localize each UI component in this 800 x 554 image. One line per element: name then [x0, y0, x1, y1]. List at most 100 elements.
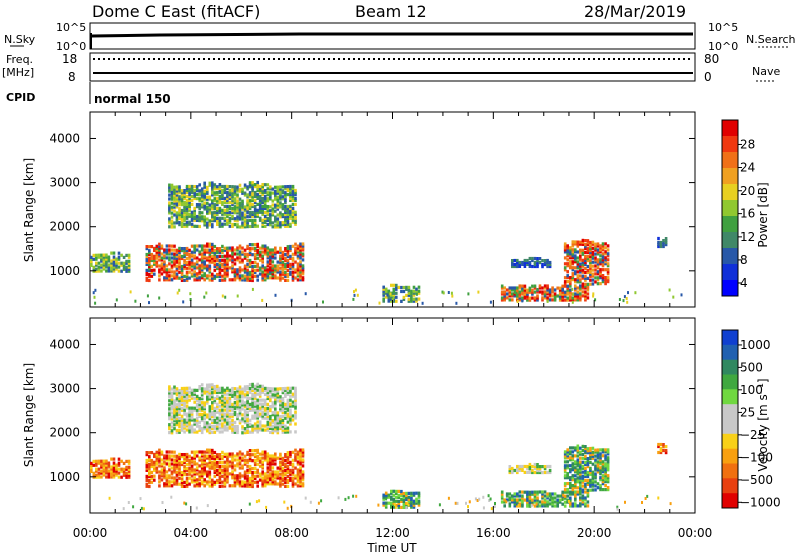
heatmap-cell — [296, 250, 300, 254]
heatmap-cell — [153, 462, 156, 466]
heatmap-cell — [168, 268, 171, 272]
heatmap-cell — [125, 259, 128, 263]
heatmap-cell — [586, 241, 590, 245]
heatmap-cell — [208, 474, 212, 478]
heatmap-cell — [125, 471, 128, 475]
heatmap-cell — [206, 504, 209, 508]
heatmap-cell — [198, 428, 201, 432]
heatmap-cell — [548, 292, 552, 296]
heatmap-cell — [548, 288, 552, 292]
heatmap-cell — [586, 480, 590, 485]
heatmap-cell — [248, 386, 252, 391]
heatmap-cell — [233, 484, 237, 488]
heatmap-cell — [405, 287, 408, 291]
heatmap-cell — [203, 266, 206, 270]
heatmap-cell — [195, 274, 199, 278]
heatmap-cell — [188, 468, 191, 472]
heatmap-cell — [216, 264, 219, 269]
heatmap-cell — [200, 464, 204, 468]
heatmap-cell — [299, 452, 302, 456]
heatmap-cell — [185, 216, 189, 220]
heatmap-cell — [193, 456, 196, 460]
heatmap-cell — [183, 260, 186, 265]
heatmap-cell — [173, 209, 176, 213]
heatmap-cell — [223, 196, 227, 200]
heatmap-cell — [173, 203, 176, 207]
heatmap-cell — [105, 257, 108, 261]
heatmap-cell — [211, 254, 214, 258]
nsky-panel: N.Sky 10^5 10^0 10^5 10^0 N.Search — [4, 21, 796, 53]
heatmap-cell — [173, 225, 176, 229]
heatmap-cell — [190, 186, 194, 191]
heatmap-cell — [601, 252, 605, 256]
heatmap-cell — [513, 498, 517, 502]
heatmap-cell — [90, 259, 93, 263]
heatmap-cell — [299, 460, 302, 464]
heatmap-cell — [122, 263, 126, 267]
heatmap-cell — [180, 191, 184, 195]
colorbar-cell — [722, 344, 738, 361]
heatmap-cell — [508, 298, 512, 302]
heatmap-cell — [160, 262, 164, 266]
heatmap-cell — [236, 256, 239, 260]
heatmap-cell — [213, 193, 217, 197]
heatmap-cell — [263, 220, 267, 224]
heatmap-cell — [175, 389, 179, 393]
heatmap-cell — [236, 454, 239, 458]
heatmap-cell — [258, 250, 262, 254]
heatmap-cell — [286, 272, 290, 277]
heatmap-cell — [92, 473, 96, 477]
heatmap-cell — [190, 264, 194, 268]
heatmap-cell — [231, 402, 234, 406]
heatmap-cell — [286, 255, 290, 259]
heatmap-cell — [528, 470, 532, 474]
heatmap-cell — [412, 285, 416, 289]
heatmap-cell — [238, 462, 242, 466]
heatmap-cell — [158, 278, 161, 282]
heatmap-cell — [569, 264, 572, 268]
heatmap-cell — [175, 466, 179, 470]
heatmap-cell — [271, 203, 275, 207]
heatmap-cell — [183, 468, 186, 473]
heatmap-cell — [533, 492, 537, 496]
heatmap-cell — [185, 194, 189, 199]
heatmap-cell — [183, 430, 186, 434]
heatmap-cell — [601, 462, 605, 466]
heatmap-cell — [385, 497, 388, 501]
heatmap-cell — [281, 223, 285, 227]
heatmap-cell — [616, 505, 619, 509]
heatmap-cell — [657, 240, 660, 245]
heatmap-cell — [236, 225, 239, 229]
heatmap-cell — [175, 454, 179, 458]
heatmap-cell — [516, 298, 519, 302]
heatmap-cell — [574, 250, 577, 254]
heatmap-cell — [233, 268, 237, 272]
heatmap-cell — [533, 260, 537, 265]
heatmap-cell — [145, 276, 149, 280]
heatmap-cell — [286, 212, 290, 216]
heatmap-cell — [213, 464, 217, 468]
heatmap-cell — [599, 466, 602, 470]
heatmap-cell — [178, 472, 181, 476]
heatmap-cell — [221, 396, 224, 400]
velocity-heatmap — [90, 382, 672, 511]
heatmap-cell — [269, 458, 272, 462]
heatmap-cell — [178, 252, 181, 256]
heatmap-cell — [243, 431, 247, 435]
heatmap-cell — [173, 254, 176, 258]
heatmap-cell — [500, 290, 504, 294]
heatmap-cell — [291, 206, 295, 210]
heatmap-cell — [208, 458, 212, 462]
heatmap-cell — [538, 284, 542, 288]
heatmap-cell — [276, 389, 280, 393]
heatmap-cell — [134, 299, 137, 303]
y-tick-label: 1000 — [49, 264, 80, 278]
heatmap-cell — [183, 388, 186, 392]
heatmap-cell — [185, 212, 189, 216]
heatmap-cell — [173, 191, 176, 195]
heatmap-cell — [200, 407, 204, 411]
heatmap-cell — [226, 466, 229, 470]
heatmap-cell — [561, 286, 564, 290]
heatmap-cell — [183, 218, 186, 222]
heatmap-cell — [574, 484, 577, 488]
